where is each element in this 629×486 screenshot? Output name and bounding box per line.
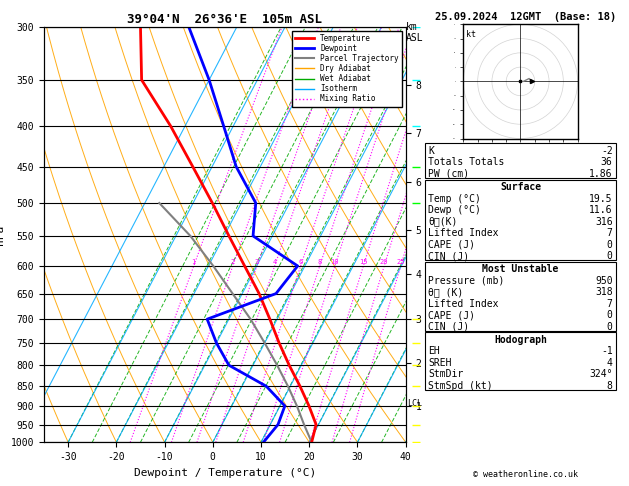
Text: 8: 8	[607, 381, 613, 391]
Text: StmDir: StmDir	[428, 369, 464, 380]
Text: 36: 36	[601, 157, 613, 167]
Text: 7: 7	[607, 299, 613, 309]
Text: 3: 3	[255, 259, 259, 264]
Text: Pressure (mb): Pressure (mb)	[428, 276, 505, 286]
Text: 324°: 324°	[589, 369, 613, 380]
Text: 950: 950	[595, 276, 613, 286]
Text: 20: 20	[380, 259, 389, 264]
Text: 0: 0	[607, 240, 613, 249]
Text: CAPE (J): CAPE (J)	[428, 310, 476, 320]
Text: 1.86: 1.86	[589, 169, 613, 179]
Legend: Temperature, Dewpoint, Parcel Trajectory, Dry Adiabat, Wet Adiabat, Isotherm, Mi: Temperature, Dewpoint, Parcel Trajectory…	[292, 31, 402, 106]
Text: Temp (°C): Temp (°C)	[428, 193, 481, 204]
Text: 0: 0	[607, 310, 613, 320]
Text: 8: 8	[318, 259, 322, 264]
Bar	[425, 332, 616, 390]
Text: CIN (J): CIN (J)	[428, 322, 469, 332]
Text: -2: -2	[601, 146, 613, 156]
Bar	[425, 180, 616, 260]
Text: 7: 7	[607, 228, 613, 238]
Text: 2: 2	[231, 259, 235, 264]
Text: PW (cm): PW (cm)	[428, 169, 469, 179]
Text: θᴇ(K): θᴇ(K)	[428, 217, 458, 226]
Text: Surface: Surface	[500, 182, 541, 192]
Bar	[425, 262, 616, 331]
Text: Hodograph: Hodograph	[494, 335, 547, 345]
Text: LCL: LCL	[408, 399, 423, 408]
Bar	[425, 143, 616, 178]
Text: 25: 25	[396, 259, 405, 264]
Text: km
ASL: km ASL	[406, 22, 423, 43]
Text: Lifted Index: Lifted Index	[428, 299, 499, 309]
Text: StmSpd (kt): StmSpd (kt)	[428, 381, 493, 391]
Text: 4: 4	[607, 358, 613, 368]
Text: © weatheronline.co.uk: © weatheronline.co.uk	[473, 469, 577, 479]
Text: θᴇ (K): θᴇ (K)	[428, 287, 464, 297]
Text: CIN (J): CIN (J)	[428, 251, 469, 261]
Text: Dewp (°C): Dewp (°C)	[428, 205, 481, 215]
Text: CAPE (J): CAPE (J)	[428, 240, 476, 249]
Text: Lifted Index: Lifted Index	[428, 228, 499, 238]
Y-axis label: hPa: hPa	[0, 225, 5, 244]
Text: 10: 10	[331, 259, 339, 264]
Text: 316: 316	[595, 217, 613, 226]
Text: 0: 0	[607, 322, 613, 332]
Text: 0: 0	[607, 251, 613, 261]
Text: 25.09.2024  12GMT  (Base: 18): 25.09.2024 12GMT (Base: 18)	[435, 12, 616, 22]
Text: Most Unstable: Most Unstable	[482, 264, 559, 274]
X-axis label: Dewpoint / Temperature (°C): Dewpoint / Temperature (°C)	[134, 468, 316, 478]
Text: 11.6: 11.6	[589, 205, 613, 215]
Text: SREH: SREH	[428, 358, 452, 368]
Text: Totals Totals: Totals Totals	[428, 157, 505, 167]
Text: EH: EH	[428, 347, 440, 356]
Text: 1: 1	[192, 259, 196, 264]
Text: 4: 4	[272, 259, 277, 264]
Title: 39°04'N  26°36'E  105m ASL: 39°04'N 26°36'E 105m ASL	[127, 13, 323, 26]
Text: -1: -1	[601, 347, 613, 356]
Text: 15: 15	[359, 259, 367, 264]
Text: 6: 6	[299, 259, 303, 264]
Text: 19.5: 19.5	[589, 193, 613, 204]
Text: K: K	[428, 146, 434, 156]
Y-axis label: Mixing Ratio (g/kg): Mixing Ratio (g/kg)	[425, 179, 435, 290]
Text: kt: kt	[466, 30, 476, 39]
Text: 318: 318	[595, 287, 613, 297]
